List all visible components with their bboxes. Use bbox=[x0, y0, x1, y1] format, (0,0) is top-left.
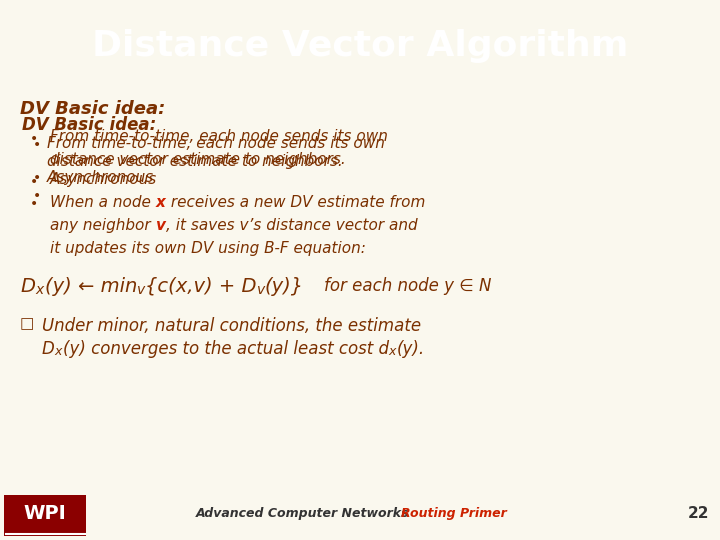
Text: (y) converges to the actual least cost d: (y) converges to the actual least cost d bbox=[63, 340, 389, 357]
Text: it updates its own DV using B-F equation:: it updates its own DV using B-F equation… bbox=[50, 241, 366, 255]
Text: (y) ← min: (y) ← min bbox=[45, 276, 138, 295]
Text: When a node: When a node bbox=[50, 195, 156, 210]
Text: Asynchronous: Asynchronous bbox=[47, 170, 154, 185]
Text: (y).: (y). bbox=[397, 340, 425, 357]
Text: •: • bbox=[30, 132, 38, 146]
Text: x: x bbox=[389, 345, 396, 357]
Text: DV Basic idea:: DV Basic idea: bbox=[22, 116, 156, 134]
Text: From time-to-time, each node sends its own: From time-to-time, each node sends its o… bbox=[50, 129, 388, 144]
Text: •: • bbox=[32, 171, 40, 185]
Text: □: □ bbox=[20, 316, 35, 332]
Text: x: x bbox=[35, 282, 43, 296]
Text: •: • bbox=[32, 138, 40, 152]
Text: distance vector estimate to neighbors.: distance vector estimate to neighbors. bbox=[50, 152, 346, 167]
Text: x: x bbox=[55, 345, 62, 357]
Text: Asynchronous: Asynchronous bbox=[50, 172, 157, 187]
Text: From time-to-time, each node sends its own: From time-to-time, each node sends its o… bbox=[47, 136, 384, 151]
Text: DV Basic idea:: DV Basic idea: bbox=[20, 100, 166, 118]
Text: , it saves v’s distance vector and: , it saves v’s distance vector and bbox=[166, 218, 417, 233]
Text: v: v bbox=[156, 218, 166, 233]
Text: v: v bbox=[257, 282, 265, 296]
Text: (y)}: (y)} bbox=[265, 276, 304, 295]
FancyBboxPatch shape bbox=[4, 495, 86, 536]
Text: Routing Primer: Routing Primer bbox=[401, 507, 506, 520]
Text: D: D bbox=[20, 276, 35, 295]
Text: WPI: WPI bbox=[23, 504, 66, 523]
Text: Distance Vector Algorithm: Distance Vector Algorithm bbox=[92, 29, 628, 63]
Text: {c(x,v) + D: {c(x,v) + D bbox=[145, 276, 257, 295]
Text: D: D bbox=[42, 340, 55, 357]
Text: for each node y ∈ N: for each node y ∈ N bbox=[324, 276, 491, 295]
Text: Under minor, natural conditions, the estimate: Under minor, natural conditions, the est… bbox=[42, 316, 421, 335]
Text: •: • bbox=[30, 197, 38, 211]
Text: 22: 22 bbox=[688, 506, 709, 521]
Text: receives a new DV estimate from: receives a new DV estimate from bbox=[166, 195, 425, 210]
Text: x: x bbox=[156, 195, 166, 210]
Text: any neighbor: any neighbor bbox=[50, 218, 156, 233]
Text: v: v bbox=[138, 282, 145, 296]
Text: Advanced Computer Networks: Advanced Computer Networks bbox=[196, 507, 409, 520]
Text: •: • bbox=[30, 175, 38, 188]
Text: distance vector estimate to neighbors.: distance vector estimate to neighbors. bbox=[47, 154, 343, 169]
Text: •: • bbox=[32, 189, 40, 203]
